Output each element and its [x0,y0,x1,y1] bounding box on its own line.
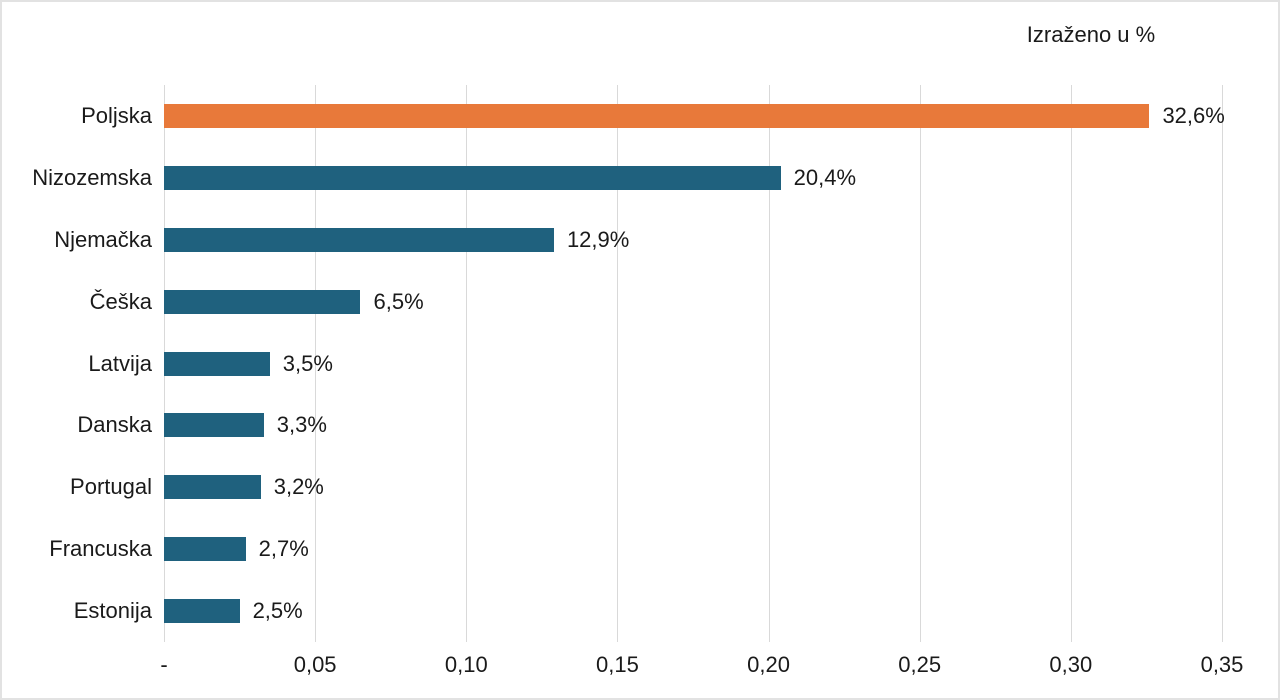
chart-title: Izraženo u % [1026,22,1156,47]
value-label: 2,5% [252,598,303,624]
category-label: Portugal [70,474,152,500]
gridline [617,85,619,642]
category-label: Češka [89,288,152,314]
bar-njemačka [164,227,554,252]
x-tick-label: 0,20 [747,652,790,677]
x-tick-label: 0,35 [1200,652,1244,677]
bar-portugal [164,475,261,500]
bar-danska [164,413,264,438]
x-tick-label: 0,05 [293,652,337,677]
gridline [768,85,770,642]
category-label: Poljska [81,102,152,128]
gridline [919,85,921,642]
x-tick-label: - [160,652,168,677]
category-label: Njemačka [54,226,152,252]
value-label: 12,9% [566,226,630,252]
gridline [1070,85,1072,642]
category-label: Nizozemska [32,164,152,190]
bar-češka [164,289,361,314]
bar-latvija [164,351,270,376]
bar-francuska [164,537,246,562]
value-label: 3,2% [273,474,324,500]
x-tick-label: 0,25 [898,652,942,677]
bar-estonija [164,599,240,624]
x-tick-label: 0,10 [444,652,488,677]
plot-area: 32,6% 20,4% 12,9% 6,5% 3,5% 3,3% 3,2% 2,7% 2,5% [164,85,1225,642]
value-label: 6,5% [373,288,424,314]
gridline [466,85,468,642]
category-label: Latvija [88,350,152,376]
x-tick-label: 0,30 [1049,652,1093,677]
value-label: 2,7% [258,536,309,562]
bar-poljska [164,103,1150,128]
x-tick-label: 0,15 [596,652,639,677]
value-label: 3,3% [276,412,327,438]
gridline [315,85,317,642]
category-label: Estonija [73,598,152,624]
value-label: 32,6% [1162,102,1225,128]
bar-nizozemska [164,165,781,190]
category-label: Francuska [49,536,152,562]
value-label: 3,5% [282,350,333,376]
value-label: 20,4% [793,164,857,190]
gridline [1222,85,1223,642]
category-label: Danska [77,412,152,438]
